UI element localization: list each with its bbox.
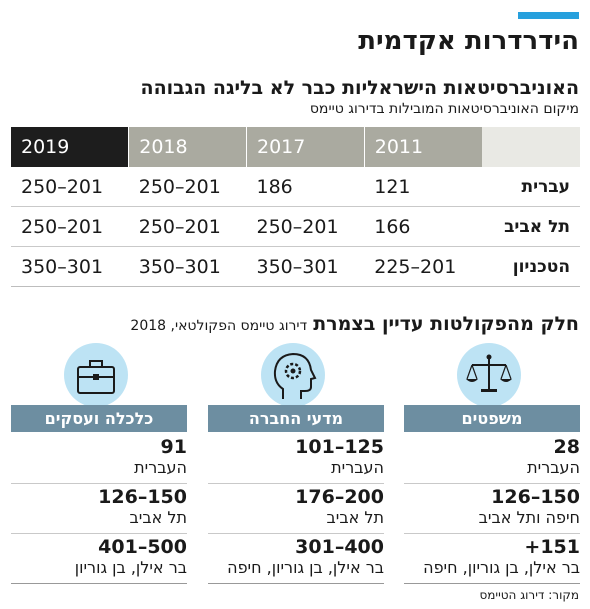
university-label: העברית — [527, 458, 580, 477]
list-item: 401–500 בר אילן, בן גוריון — [11, 537, 187, 586]
year-2011: 2011 — [363, 127, 482, 167]
rank-cell: 201–250 — [246, 206, 365, 247]
divider — [11, 583, 187, 584]
faculty-name: כלכלה ועסקים — [11, 405, 187, 432]
faculty-column-law: משפטים 28 העברית 126–150 חיפה ותל אביב +… — [404, 343, 580, 584]
university-label: תל אביב — [129, 508, 187, 527]
ranking-subtitle: האוניברסיטאות הישראליות כבר לא בליגה הגב… — [140, 77, 579, 99]
rank-value: 401–500 — [98, 536, 187, 558]
university-label: העברית — [134, 458, 187, 477]
list-item: 126–150 תל אביב — [11, 487, 187, 536]
head-gear-icon — [261, 343, 325, 407]
faculties-heading: חלק מהפקולטות עדיין בצמרת — [313, 313, 579, 335]
university-label: תל אביב — [326, 508, 384, 527]
year-2018: 2018 — [128, 127, 247, 167]
university-name: עברית — [521, 176, 570, 197]
faculties-note: דירוג טיימס הפקולטאי, 2018 — [130, 318, 308, 334]
list-item: +151 בר אילן, בן גוריון, חיפה — [404, 537, 580, 586]
rank-value: 101–125 — [295, 436, 384, 458]
scales-icon — [457, 343, 521, 407]
rank-value: +151 — [524, 536, 580, 558]
divider — [11, 483, 187, 484]
page-title: הידרדרות אקדמית — [358, 26, 579, 56]
table-corner-cell — [482, 127, 580, 167]
faculty-name: משפטים — [404, 405, 580, 432]
university-label: בר אילן, בן גוריון — [74, 558, 187, 577]
table-row: הטכניון 201–225 301–350 301–350 301–350 — [11, 246, 580, 287]
list-item: 176–200 תל אביב — [208, 487, 384, 536]
divider — [208, 583, 384, 584]
university-name: תל אביב — [482, 206, 580, 247]
rank-cell: 301–350 — [246, 246, 365, 287]
list-item: 101–125 העברית — [208, 437, 384, 486]
university-label: בר אילן, בן גוריון, חיפה — [423, 558, 580, 577]
divider — [208, 533, 384, 534]
faculties-heading-block: חלק מהפקולטות עדיין בצמרת דירוג טיימס הפק… — [130, 313, 579, 335]
rank-cell: 201–225 — [364, 246, 482, 287]
list-item: 91 העברית — [11, 437, 187, 486]
rank-cell: 301–350 — [128, 246, 247, 287]
rank-cell: 201–250 — [138, 175, 221, 198]
divider — [208, 483, 384, 484]
divider — [11, 533, 187, 534]
table-row: עברית 121 186 201–250 201–250 — [11, 167, 580, 207]
table-header-row: 2011 2017 2018 2019 — [11, 127, 580, 167]
faculty-name: מדעי החברה — [208, 405, 384, 432]
table-row: תל אביב 166 201–250 201–250 201–250 — [11, 206, 580, 247]
university-name: הטכניון — [482, 246, 580, 287]
rank-value: 126–150 — [491, 486, 580, 508]
faculty-column-economics: כלכלה ועסקים 91 העברית 126–150 תל אביב 4… — [11, 343, 187, 584]
ranking-table: 2011 2017 2018 2019 עברית 121 186 201–25… — [11, 127, 580, 287]
rank-value: 301–400 — [295, 536, 384, 558]
rank-value: 91 — [160, 436, 187, 458]
rank-cell: 121 — [374, 175, 411, 198]
university-label: בר אילן, בן גוריון, חיפה — [227, 558, 384, 577]
rank-cell: 201–250 — [21, 175, 104, 198]
source-note: מקור: דירוג הטיימס — [479, 588, 579, 602]
faculty-column-social-sciences: מדעי החברה 101–125 העברית 176–200 תל אבי… — [208, 343, 384, 584]
rank-value: 28 — [553, 436, 580, 458]
rank-cell: 201–250 — [11, 206, 129, 247]
divider — [404, 483, 580, 484]
list-item: 126–150 חיפה ותל אביב — [404, 487, 580, 536]
university-label: העברית — [331, 458, 384, 477]
rank-cell: 201–250 — [128, 206, 247, 247]
briefcase-icon — [64, 343, 128, 407]
divider — [404, 533, 580, 534]
list-item: 301–400 בר אילן, בן גוריון, חיפה — [208, 537, 384, 586]
divider — [404, 583, 580, 584]
rank-cell: 301–350 — [11, 246, 129, 287]
rank-cell: 186 — [256, 175, 293, 198]
list-item: 28 העברית — [404, 437, 580, 486]
rank-value: 126–150 — [98, 486, 187, 508]
year-2019: 2019 — [11, 127, 129, 167]
year-2017: 2017 — [246, 127, 365, 167]
ranking-caption: מיקום האוניברסיטאות המובילות בדירוג טיימ… — [309, 101, 579, 117]
rank-cell: 166 — [364, 206, 482, 247]
university-label: חיפה ותל אביב — [478, 508, 580, 527]
accent-bar — [518, 12, 579, 19]
rank-value: 176–200 — [295, 486, 384, 508]
